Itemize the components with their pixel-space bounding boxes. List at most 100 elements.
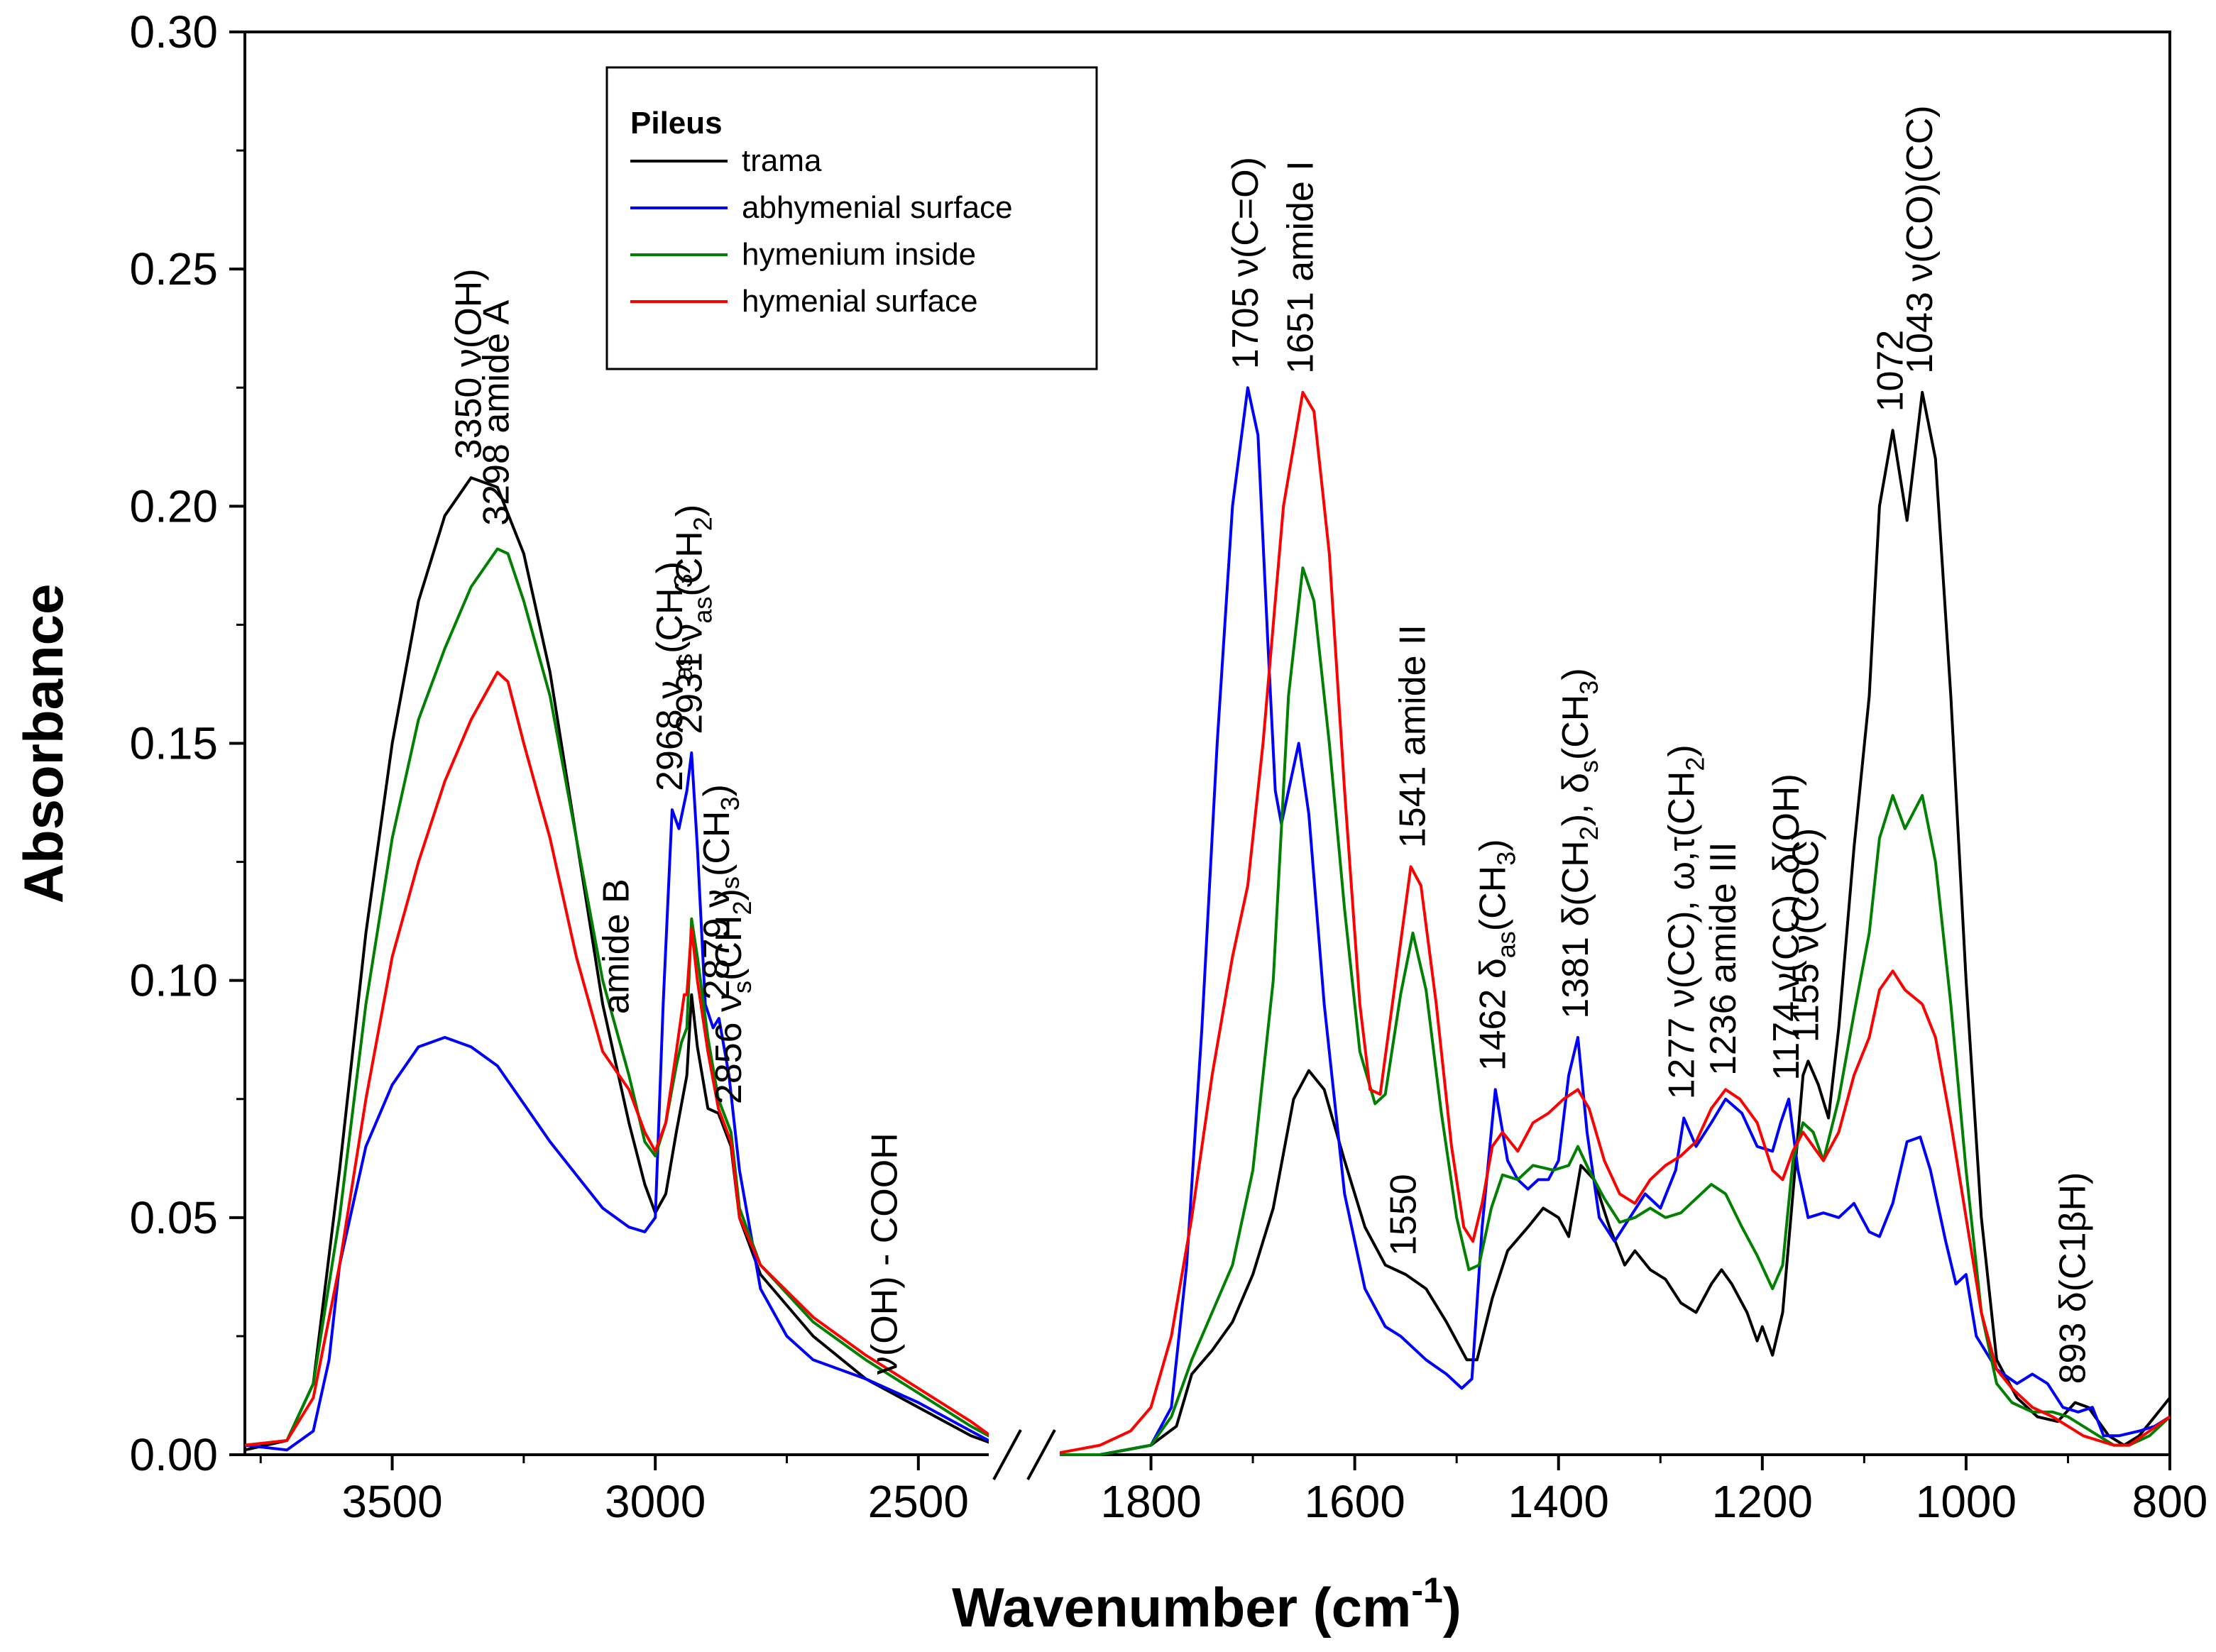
annotation-part: (CH [708,915,750,981]
annotation-part: 1705 ν(C=O) [1225,157,1266,369]
annotation-part: 1174 ν(CC), δ(OH) [1766,773,1807,1080]
peak-annotation: 1550 [1383,1174,1424,1256]
series-line-hymenial-surface-high [244,671,999,1447]
y-tick-label: 0.25 [129,243,218,294]
axis-break [989,1429,1060,1480]
peak-annotation: 1174 ν(CC), δ(OH) [1766,773,1807,1080]
annotation-part: 893 δ(C1βH) [2053,1172,2094,1384]
y-tick-label: 0.20 [129,480,218,532]
annotation-part: s [1574,760,1603,773]
annotation-part: 1043 ν(CO)(CC) [1899,105,1941,374]
x-tick-label: 3500 [341,1476,442,1527]
peak-annotation: 3350 ν(OH) [449,268,490,459]
peak-annotation-text: 1043 ν(CO)(CC) [1899,105,1941,374]
annotation-part: 1277 ν(CC), ω,τ(CH [1661,771,1702,1100]
x-tick-label: 1800 [1100,1476,1201,1527]
peak-annotation-text: 1381 δ(CH2), δs(CH3) [1555,668,1603,1018]
series-line-hymenium-inside-fingerprint [1049,566,2171,1456]
peak-annotation-text: 1155 ν(COC) [1785,828,1826,1042]
peak-annotation: 1651 amide I [1280,160,1321,374]
x-tick-label: 3000 [605,1476,706,1527]
peak-annotation: 1155 ν(COC) [1785,828,1826,1042]
legend-title: Pileus [630,106,723,141]
annotation-part: 3 [1574,681,1603,695]
legend-label-hymenial-surface: hymenial surface [742,284,978,319]
peak-annotation: 1462 δas(CH3) [1473,839,1521,1071]
annotation-part: 1550 [1383,1174,1424,1256]
annotation-part: 2931 ν [669,624,710,734]
annotation-part: 1462 δ [1473,958,1514,1071]
peak-annotation: 1277 ν(CC), ω,τ(CH2) [1661,744,1709,1099]
peak-annotation-text: 1550 [1383,1174,1424,1256]
annotation-part: 2856 ν [708,993,750,1104]
annotation-part: ) [1555,668,1596,680]
annotation-part: 1651 amide I [1280,160,1321,374]
ticks-layer: 3500 3000 2500 1800 1600 1400 1200 1000 800 0.00 0… [129,6,2207,1527]
peak-annotation: 1072 [1870,330,1911,412]
peak-annotation-text: 1174 ν(CC), δ(OH) [1766,773,1807,1080]
annotation-part: (CH [1473,866,1514,931]
peak-annotation: 2856 νs(CH2) [708,888,757,1104]
annotation-part: as [669,654,698,681]
peak-annotation: 2931 νas(CH2) [669,505,717,734]
annotation-part: (CH [696,811,737,876]
annotation-part: s [728,981,757,993]
x-axis-title-close: ) [1443,1576,1461,1639]
annotation-part: ) [1661,744,1702,756]
annotation-part: 1072 [1870,330,1911,412]
annotation-part: 1236 amide III [1703,842,1744,1076]
annotation-part: 3298 amide A [476,299,517,525]
annotation-part: 2 [688,517,717,531]
peak-annotation: 1043 ν(CO)(CC) [1899,105,1941,374]
annotation-part: 3 [669,573,698,588]
annotation-part: s [715,876,745,889]
peak-annotation-text: 1072 [1870,330,1911,412]
peak-annotation-text: 1277 ν(CC), ω,τ(CH2) [1661,744,1709,1099]
series-layer [244,386,2171,1456]
peak-annotation-text: ν(OH) - COOH [864,1133,905,1375]
legend-box [605,66,1098,370]
annotation-part: 3 [715,797,745,811]
annotation-part: as [688,597,717,624]
peak-annotation-text: 2931 νas(CH2) [669,505,717,734]
annotation-part: (CH [1555,695,1596,760]
annotation-part: ν(OH) - COOH [864,1133,905,1375]
y-tick-label: 0.10 [129,955,218,1006]
peak-annotation: 893 δ(C1βH) [2053,1172,2094,1384]
y-tick-label: 0.05 [129,1192,218,1243]
peak-annotation: ν(OH) - COOH [864,1133,905,1375]
x-tick-label: 1000 [1916,1476,2017,1527]
peak-annotation-text: 3350 ν(OH) [449,268,490,459]
annotation-part: (CH [669,531,710,596]
peak-annotation-text: 3298 amide A [476,299,517,525]
y-tick-label: 0.30 [129,6,218,57]
annotation-part: ) [696,784,737,796]
peak-annotation: 3298 amide A [476,299,517,525]
peak-annotation: amide B [596,879,637,1014]
peak-annotation-text: 2879 νs(CH3) [696,784,745,1000]
annotation-part: amide B [596,879,637,1014]
series-line-abhymenial-surface-fingerprint [1049,386,2171,1456]
x-tick-label: 1400 [1508,1476,1609,1527]
peak-annotation-text: 1236 amide III [1703,842,1744,1076]
peak-annotation-text: 1462 δas(CH3) [1473,839,1521,1071]
annotation-part: ), δ [1555,773,1596,826]
peak-annotation-text: amide B [596,879,637,1014]
legend-label-hymenium-inside: hymenium inside [742,237,976,272]
annotation-part: 3350 ν(OH) [449,268,490,459]
peak-annotation-text: 1541 amide II [1392,624,1433,848]
plot-area: 3500 3000 2500 1800 1600 1400 1200 1000 800 0.00 0… [129,6,2207,1527]
peak-annotation-text: 1651 amide I [1280,160,1321,374]
y-axis-title: Absorbance [12,584,75,904]
series-line-trama-fingerprint [1049,390,2171,1456]
peak-annotation-text: 2856 νs(CH2) [708,888,757,1104]
x-tick-label: 1200 [1712,1476,1813,1527]
legend-label-trama: trama [742,143,822,178]
x-tick-label: 2500 [868,1476,969,1527]
legend-entries: trama abhymenial surface hymenium inside hy… [630,143,1013,319]
annotation-part: 2879 ν [696,889,737,1000]
annotation-part: 2968 ν [649,681,691,791]
x-axis-title-sup: -1 [1411,1570,1442,1610]
